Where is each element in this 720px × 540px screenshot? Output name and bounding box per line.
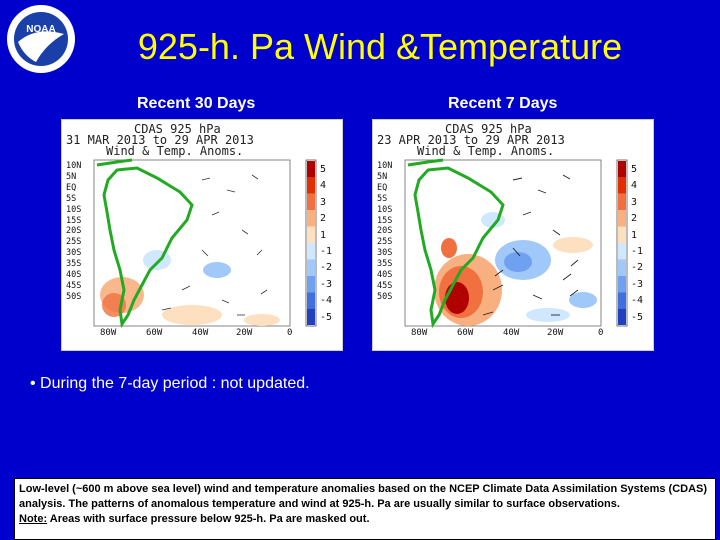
- map-head-title: CDAS 925 hPa: [445, 122, 532, 136]
- lat-label: 30S: [377, 248, 393, 259]
- lon-label: 0: [287, 328, 293, 338]
- lat-label: 40S: [377, 270, 393, 281]
- footnote-text: Low-level (~600 m above sea level) wind …: [19, 483, 708, 510]
- map-head-title: CDAS 925 hPa: [134, 122, 221, 136]
- lat-label: 5S: [66, 193, 77, 204]
- panel-label-7-days: Recent 7 Days: [448, 95, 558, 112]
- page-title: 925-h. Pa Wind &Temperature: [137, 26, 623, 67]
- lat-label: 20S: [66, 226, 82, 237]
- scale-label: -5: [320, 312, 333, 323]
- noaa-logo: NOAA: [6, 4, 76, 74]
- scale-label: 5: [320, 164, 327, 175]
- lat-label: 45S: [66, 280, 82, 291]
- lon-label: 60W: [146, 328, 163, 338]
- scale-label: 4: [320, 180, 327, 191]
- lat-label: EQ: [377, 182, 388, 193]
- scale-label: -3: [631, 279, 644, 290]
- lat-label: 50S: [377, 291, 393, 302]
- map-head-subtitle: Wind & Temp. Anoms.: [106, 144, 244, 158]
- lat-label: 35S: [66, 259, 82, 270]
- lat-label: 10S: [377, 204, 393, 215]
- lon-label: 20W: [236, 328, 253, 338]
- lat-label: 10S: [66, 204, 82, 215]
- scale-label: -1: [320, 246, 333, 257]
- footnote-box: Low-level (~600 m above sea level) wind …: [14, 478, 716, 540]
- scale-label: -2: [320, 262, 333, 273]
- lon-label: 40W: [503, 328, 520, 338]
- scale-label: -5: [631, 312, 644, 323]
- lat-label: 25S: [377, 237, 393, 248]
- anomaly-map-7-days: [404, 158, 628, 329]
- lat-label: 10N: [377, 161, 393, 171]
- scale-label: 3: [631, 197, 638, 208]
- panel-label-30-days: Recent 30 Days: [137, 95, 256, 112]
- lat-label: 20S: [377, 226, 393, 237]
- lat-labels: 10N 5N EQ 5S 10S 15S 20S 25S 30S 35S 40S…: [66, 161, 81, 303]
- map-panel-7-days: CDAS 925 hPa 23 APR 2013 to 29 APR 2013 …: [372, 119, 654, 351]
- lat-label: 50S: [66, 291, 82, 302]
- lat-label: 15S: [66, 215, 82, 226]
- scale-label: 3: [320, 197, 327, 208]
- lat-labels: 10N 5N EQ 5S 10S 15S 20S 25S 30S 35S 40S…: [377, 161, 392, 303]
- svg-text:NOAA: NOAA: [26, 24, 55, 35]
- scale-label: -1: [631, 246, 644, 257]
- scale-label: -4: [631, 295, 644, 306]
- lat-label: 45S: [377, 280, 393, 291]
- map-panel-30-days: CDAS 925 hPa 31 MAR 2013 to 29 APR 2013 …: [61, 119, 343, 351]
- anomaly-map-30-days: [93, 158, 317, 329]
- map-head-dates: 31 MAR 2013 to 29 APR 2013: [66, 133, 254, 147]
- lat-label: 35S: [377, 259, 393, 270]
- lon-label: 40W: [192, 328, 209, 338]
- lat-label: 5N: [377, 171, 388, 182]
- scale-label: -4: [320, 295, 333, 306]
- scale-label: 5: [631, 164, 638, 175]
- note-label: Note:: [19, 513, 48, 525]
- lat-label: EQ: [66, 182, 77, 193]
- lat-label: 40S: [66, 270, 82, 281]
- note-text: Areas with surface pressure below 925-h.…: [47, 513, 370, 525]
- map-head-dates: 23 APR 2013 to 29 APR 2013: [377, 133, 565, 147]
- scale-label: -3: [320, 279, 333, 290]
- lon-label: 0: [598, 328, 604, 338]
- lat-label: 15S: [377, 215, 393, 226]
- map-head-subtitle: Wind & Temp. Anoms.: [417, 144, 555, 158]
- lat-label: 5S: [377, 193, 388, 204]
- lon-label: 80W: [411, 328, 428, 338]
- scale-label: 2: [320, 213, 327, 224]
- lon-label: 80W: [100, 328, 117, 338]
- lon-label: 60W: [457, 328, 474, 338]
- lat-label: 5N: [66, 171, 77, 182]
- lon-label: 20W: [547, 328, 564, 338]
- lat-label: 30S: [66, 248, 82, 259]
- lat-label: 10N: [66, 161, 82, 171]
- scale-label: -2: [631, 262, 644, 273]
- bullet-text: • During the 7-day period : not updated.: [30, 375, 310, 392]
- scale-label: 2: [631, 213, 638, 224]
- scale-label: 1: [320, 230, 327, 241]
- lat-label: 25S: [66, 237, 82, 248]
- scale-label: 1: [631, 230, 638, 241]
- scale-label: 4: [631, 180, 638, 191]
